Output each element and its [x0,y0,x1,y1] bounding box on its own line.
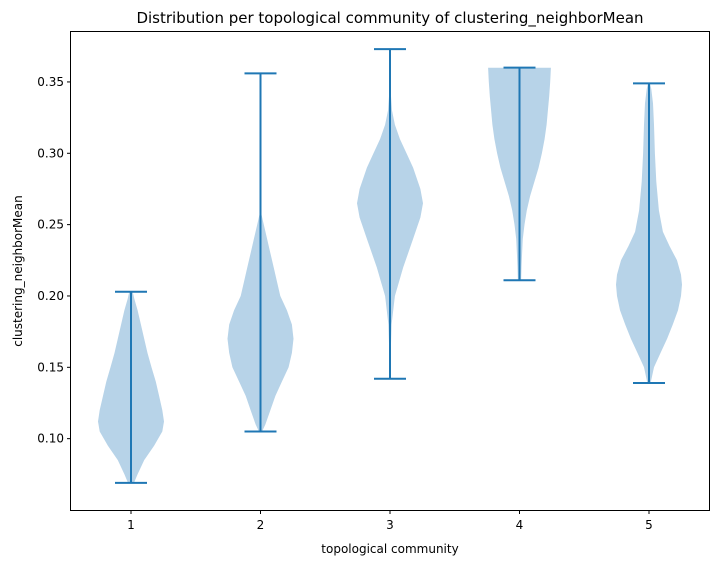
chart-title: Distribution per topological community o… [136,9,643,28]
x-tick-label: 5 [645,518,653,532]
y-tick-label: 0.20 [37,289,64,303]
y-tick-label: 0.25 [37,218,64,232]
y-tick-label: 0.35 [37,75,64,89]
x-tick-label: 4 [516,518,524,532]
x-tick-label: 3 [386,518,394,532]
violin-layer [98,48,682,484]
x-axis: 1 2 3 4 5 [127,510,653,532]
y-tick-label: 0.15 [37,360,64,374]
y-axis-label: clustering_neighborMean [11,195,25,347]
x-tick-label: 2 [257,518,265,532]
y-tick-label: 0.30 [37,146,64,160]
x-axis-label: topological community [321,542,458,556]
x-tick-label: 1 [127,518,135,532]
y-axis: 0.10 0.15 0.20 0.25 0.30 0.35 [37,75,71,446]
y-tick-label: 0.10 [37,432,64,446]
